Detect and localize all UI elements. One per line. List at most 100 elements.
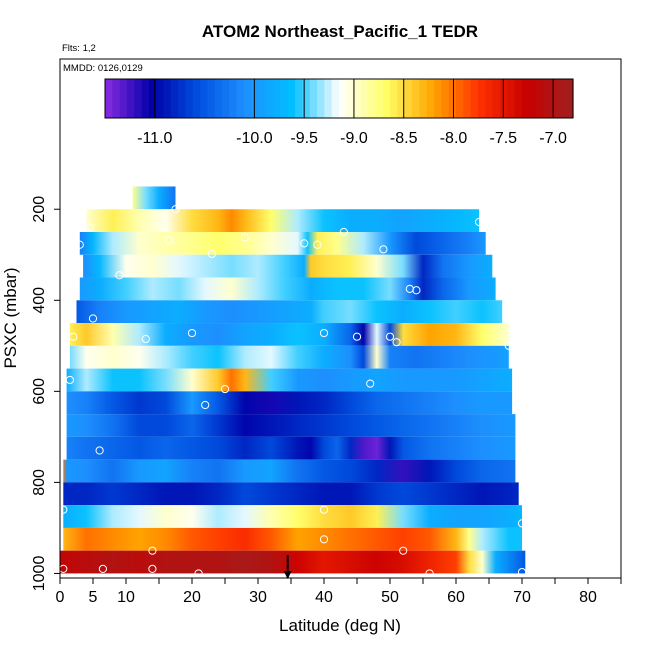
colorbar-cell — [178, 79, 187, 118]
colorbar-cell — [258, 79, 267, 118]
x-tick-label: 5 — [89, 589, 98, 606]
heatmap-layer — [63, 527, 523, 551]
heatmap-layer — [83, 254, 493, 278]
colorbar-cell — [302, 79, 311, 118]
point-marker — [201, 400, 210, 410]
point-marker — [392, 338, 401, 347]
point-marker — [412, 286, 421, 295]
colorbar-cell — [170, 79, 179, 118]
colorbar-cell — [105, 79, 113, 118]
x-tick-label: 60 — [447, 589, 465, 606]
y-tick-label: 1000 — [31, 556, 48, 592]
point-marker — [240, 233, 249, 242]
point-marker — [220, 384, 230, 394]
colorbar-cell — [243, 79, 252, 118]
heatmap-layer — [63, 505, 523, 528]
point-marker — [313, 240, 322, 249]
colorbar-tick-label: -8.5 — [390, 130, 418, 147]
heatmap-layers — [60, 186, 526, 574]
colorbar-tick-label: -10.0 — [236, 130, 273, 147]
colorbar-cell — [163, 79, 172, 118]
point-marker — [85, 223, 94, 232]
flights-label: Flts: 1,2 — [62, 43, 96, 54]
colorbar-cell — [375, 79, 384, 118]
x-axis-label: Latitude (deg N) — [279, 616, 401, 635]
point-marker — [60, 564, 68, 573]
point-marker — [207, 249, 216, 258]
colorbar-cell — [156, 79, 165, 118]
x-tick-label: 40 — [315, 589, 333, 606]
colorbar-cell — [551, 79, 559, 118]
colorbar-cell — [499, 79, 508, 118]
point-marker — [60, 505, 68, 514]
x-tick-label: 80 — [579, 589, 597, 606]
point-markers — [60, 205, 527, 578]
colorbar-cell — [148, 79, 157, 118]
colorbar-cell — [222, 79, 230, 118]
colorbar-cell — [126, 79, 135, 118]
colorbar-cell — [273, 79, 282, 118]
point-marker — [517, 567, 527, 577]
heatmap-layer — [86, 209, 480, 232]
colorbar-cell — [119, 79, 128, 118]
colorbar — [104, 78, 574, 119]
point-marker — [141, 334, 150, 344]
colorbar-cell — [207, 79, 216, 118]
point-marker — [319, 505, 329, 514]
colorbar-cell — [441, 79, 450, 118]
x-tick-label: 70 — [513, 589, 531, 606]
colorbar-cell — [470, 79, 479, 118]
x-axis: 0 5 10 20 30 40 50 60 70 80 — [56, 578, 622, 606]
point-marker — [164, 236, 173, 245]
heatmap-layer — [69, 323, 509, 346]
y-axis-label: PSXC (mbar) — [1, 267, 20, 368]
point-marker — [75, 240, 84, 249]
colorbar-cell — [185, 79, 194, 118]
colorbar-cell — [543, 79, 552, 118]
arrow-marker — [283, 555, 292, 579]
heatmap-layer — [66, 414, 516, 437]
heatmap-layer — [132, 186, 176, 210]
x-tick-label: 50 — [381, 589, 399, 606]
colorbar-frame — [104, 78, 574, 119]
y-tick-label: 600 — [31, 378, 48, 405]
colorbar-cell — [339, 79, 347, 118]
point-marker — [148, 564, 157, 573]
colorbar-cell — [141, 79, 150, 118]
heatmap-layer — [79, 232, 486, 255]
colorbar-cell — [521, 79, 530, 118]
point-marker — [366, 379, 375, 388]
point-marker — [65, 375, 75, 385]
colorbar-cell — [536, 79, 545, 118]
heatmap-layer — [66, 368, 513, 392]
colorbar-cell — [419, 79, 428, 118]
point-marker — [319, 535, 329, 544]
heatmap-layer — [66, 436, 516, 460]
colorbar-cell — [412, 79, 421, 118]
colorbar-cell — [492, 79, 501, 118]
point-marker — [115, 271, 124, 280]
colorbar-cell — [514, 79, 523, 118]
colorbar-tick-label: -11.0 — [137, 130, 172, 147]
arrow-head — [283, 571, 292, 579]
point-marker — [88, 314, 98, 323]
point-marker — [187, 328, 197, 338]
colorbar-cell — [324, 79, 333, 118]
colorbar-cell — [331, 79, 340, 118]
colorbar-cell — [280, 79, 289, 118]
colorbar-cell — [368, 79, 377, 118]
point-marker — [359, 574, 368, 578]
point-marker — [475, 217, 484, 227]
y-axis: 200 400 600 800 1000 — [31, 196, 60, 591]
colorbar-cell — [434, 79, 442, 118]
colorbar-cell — [463, 79, 472, 118]
point-marker — [98, 564, 108, 573]
colorbar-cell — [265, 79, 274, 118]
point-marker — [194, 569, 203, 578]
colorbar-ticks: -11.0 -10.0 -9.5 -9.0 -8.5 -8.0 -7.5 -7.0 — [137, 79, 567, 147]
colorbar-cell — [426, 79, 435, 118]
colorbar-cell — [192, 79, 201, 118]
colorbar-tick-label: -9.5 — [290, 130, 318, 147]
colorbar-cell — [448, 79, 457, 118]
